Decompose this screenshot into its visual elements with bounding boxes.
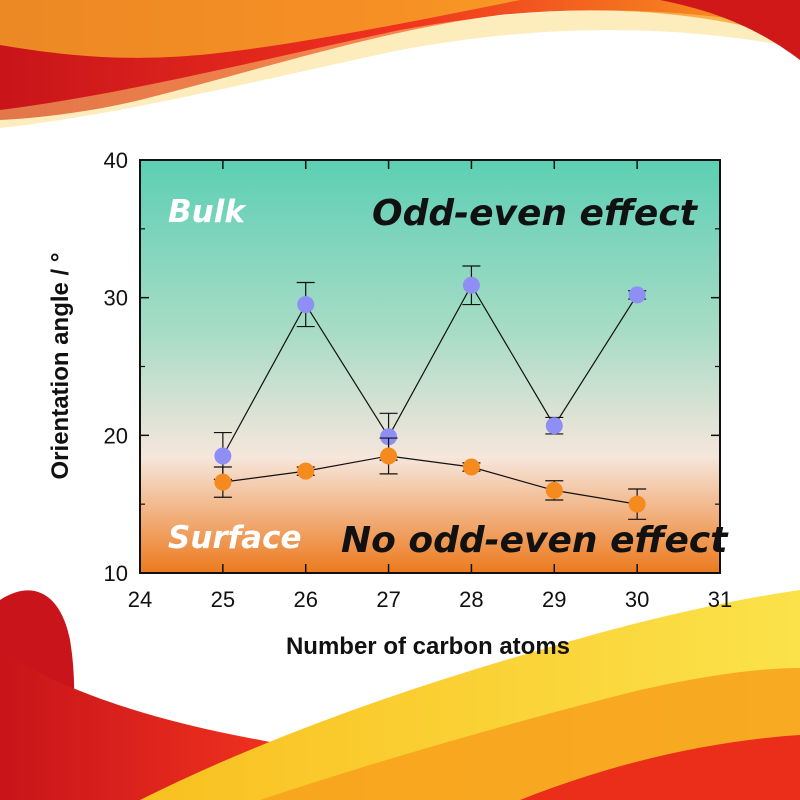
series-1-point [462, 276, 480, 294]
series-1-point [628, 286, 646, 304]
annotation-no-odd-even-effect: No odd-even effect [341, 520, 729, 561]
y-tick-label: 40 [104, 148, 128, 173]
annotation-bulk: Bulk [168, 194, 247, 230]
series-2-point [462, 458, 480, 476]
x-axis-title: Number of carbon atoms [286, 633, 570, 660]
series-2-line [222, 455, 638, 505]
series-1-point [545, 417, 563, 435]
x-tick-label: 25 [211, 587, 235, 612]
x-tick-label: 24 [128, 587, 152, 612]
x-tick-label: 30 [625, 587, 649, 612]
y-tick-label: 20 [104, 423, 128, 448]
x-tick-label: 28 [459, 587, 483, 612]
y-tick-label: 30 [104, 286, 128, 311]
annotation-odd-even-effect: Odd-even effect [372, 193, 699, 234]
series-2 [213, 437, 647, 520]
y-axis-title: Orientation angle / ° [47, 253, 74, 480]
series-2-point [380, 447, 398, 465]
x-tick-label: 27 [376, 587, 400, 612]
series-2-point [297, 462, 315, 480]
annotation-surface: Surface [168, 520, 302, 556]
y-tick-label: 10 [104, 561, 128, 586]
x-tick-label: 26 [293, 587, 317, 612]
series-layer [213, 265, 647, 520]
series-1-point [297, 296, 315, 314]
bottom-ribbon-decoration [0, 590, 800, 800]
axes-layer: 24 25 26 27 28 29 30 31 10 20 30 40 [104, 148, 733, 612]
x-tick-label: 29 [542, 587, 566, 612]
series-2-point [628, 495, 646, 513]
top-ribbon-decoration [0, 0, 800, 128]
series-1-line [222, 284, 638, 457]
series-1-point [214, 447, 232, 465]
x-tick-label: 31 [708, 587, 732, 612]
series-2-point [214, 473, 232, 491]
series-2-point [545, 481, 563, 499]
plot-background [140, 160, 720, 573]
series-1-point [380, 428, 398, 446]
